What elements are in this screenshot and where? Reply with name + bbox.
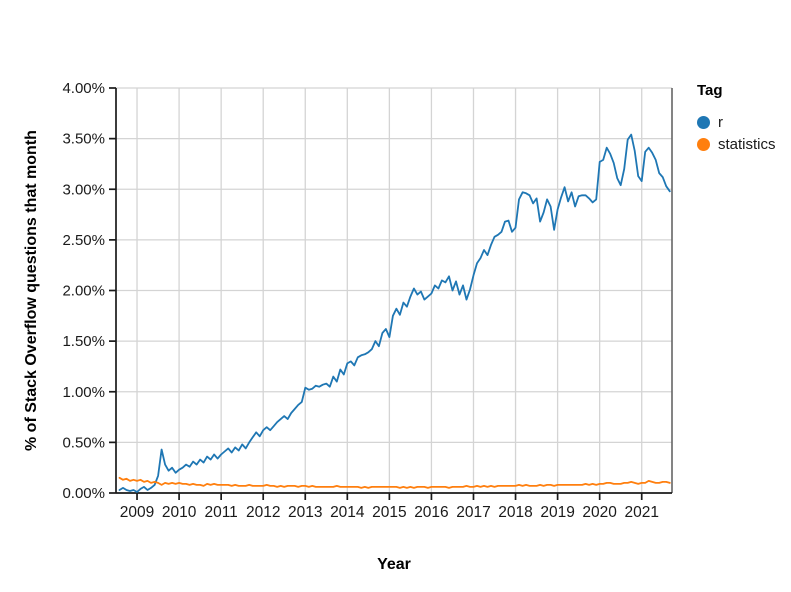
series-line-statistics[interactable] [118, 476, 671, 489]
legend-marker-r-icon [697, 115, 710, 129]
x-tick-label: 2009 [120, 504, 154, 521]
x-tick-label: 2015 [372, 504, 406, 521]
x-axis-title: Year [377, 556, 411, 573]
legend-label-statistics: statistics [718, 135, 776, 153]
x-tick-label: 2018 [498, 504, 532, 521]
y-tick-label: 4.00% [62, 80, 105, 97]
y-tick-label: 2.50% [62, 232, 105, 249]
x-tick-label: 2017 [456, 504, 490, 521]
x-tick-label: 2020 [582, 504, 617, 521]
y-axis-title: % of Stack Overflow questions that month [23, 130, 40, 451]
x-tick-label: 2010 [162, 504, 197, 521]
y-tick-labels: 0.00% 0.50% 1.00% 1.50% 2.00% 2.50% 3.00% 3.50%… [62, 80, 105, 502]
x-tick-label: 2019 [540, 504, 574, 521]
x-tick-label: 2021 [624, 504, 658, 521]
legend-label-r: r [718, 113, 723, 131]
y-tick-label: 1.00% [62, 384, 105, 401]
y-tick-label: 3.50% [62, 131, 105, 148]
legend-title: Tag [697, 82, 723, 99]
x-tick-label: 2016 [414, 504, 448, 521]
y-tick-label: 0.00% [62, 485, 105, 502]
series-line-r[interactable] [118, 133, 671, 493]
x-tick-label: 2013 [288, 504, 322, 521]
x-tick-label: 2011 [204, 504, 237, 521]
legend-item-r[interactable]: r [697, 111, 776, 133]
axes: 0.00% 0.50% 1.00% 1.50% 2.00% 2.50% 3.00% 3.50%… [62, 80, 672, 521]
y-tick-label: 3.00% [62, 181, 105, 198]
gridlines [116, 87, 672, 493]
x-tick-labels: 2009 2010 2011 2012 2013 2014 2015 2016 2017 2018… [120, 504, 659, 521]
legend: Tag r statistics [697, 82, 776, 155]
x-tick-label: 2012 [246, 504, 280, 521]
y-tick-label: 2.00% [62, 283, 105, 300]
legend-item-statistics[interactable]: statistics [697, 133, 776, 155]
legend-marker-statistics-icon [697, 137, 710, 151]
x-tick-label: 2014 [330, 504, 365, 521]
y-tick-label: 0.50% [62, 434, 105, 451]
y-tick-label: 1.50% [62, 333, 105, 350]
